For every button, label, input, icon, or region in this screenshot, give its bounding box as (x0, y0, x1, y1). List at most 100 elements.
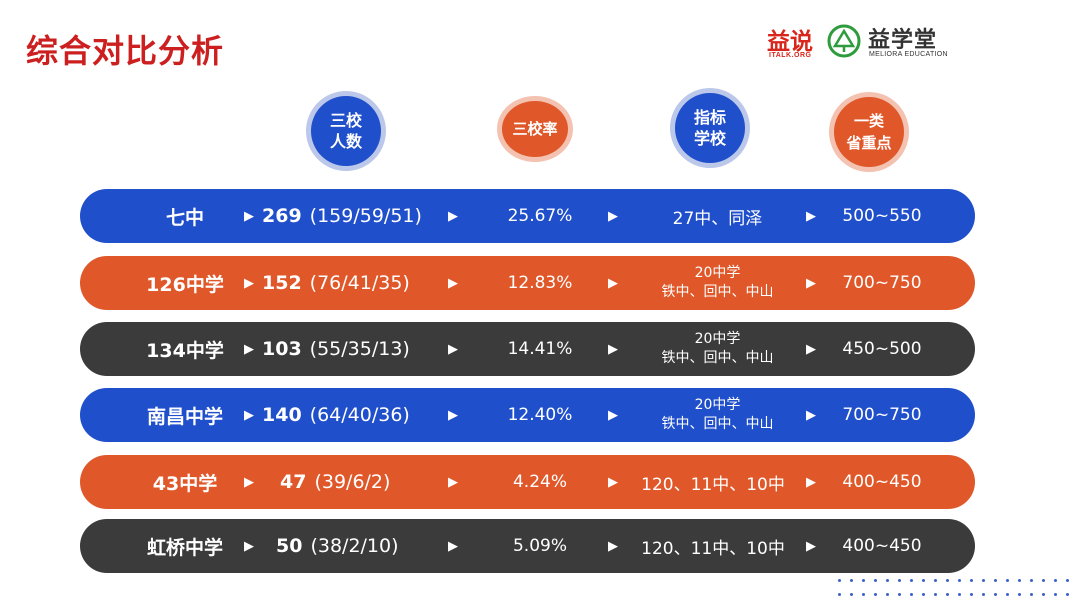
decorative-dot (874, 579, 877, 582)
decorative-dot (898, 579, 901, 582)
decorative-dot (862, 579, 865, 582)
decorative-dot (922, 579, 925, 582)
admission-rate: 14.41% (507, 339, 573, 359)
key-score: 700~750 (842, 405, 922, 425)
brand-logo: 益说 ITALK.ORG 益学堂 MELIORA EDUCATION (765, 22, 955, 64)
arrow-icon: ▶ (608, 474, 618, 490)
key-score: 400~450 (842, 536, 922, 556)
decorative-dot (1030, 593, 1033, 596)
decorative-dot (970, 579, 973, 582)
arrow-icon: ▶ (806, 275, 816, 291)
student-count: 140 (64/40/36) (262, 404, 410, 426)
quota-schools: 27中、同泽 (672, 208, 763, 229)
arrow-icon: ▶ (806, 407, 816, 423)
school-name: 南昌中学 (146, 405, 223, 428)
table-row: 134中学 ▶ 103 (55/35/13) ▶ 14.41% ▶ 20中学 铁中、… (80, 322, 975, 376)
decorative-dots (838, 579, 1078, 601)
admission-rate: 12.40% (507, 405, 573, 425)
student-count: 269 (159/59/51) (262, 205, 422, 227)
decorative-dot (1018, 579, 1021, 582)
decorative-dot (994, 579, 997, 582)
decorative-dot (994, 593, 997, 596)
arrow-icon: ▶ (806, 341, 816, 357)
decorative-dot (1066, 579, 1069, 582)
decorative-dot (862, 593, 865, 596)
arrow-icon: ▶ (448, 538, 458, 554)
decorative-dot (1054, 579, 1057, 582)
decorative-dot (850, 593, 853, 596)
key-score: 700~750 (842, 273, 922, 293)
key-score: 500~550 (842, 206, 922, 226)
decorative-dot (898, 593, 901, 596)
decorative-dot (922, 593, 925, 596)
meliora-logo-icon (827, 24, 861, 58)
admission-rate: 12.83% (507, 273, 573, 293)
logo-italk-url: ITALK.ORG (769, 52, 812, 59)
decorative-dot (970, 593, 973, 596)
decorative-dot (958, 579, 961, 582)
school-name: 七中 (165, 206, 204, 229)
arrow-icon: ▶ (806, 538, 816, 554)
decorative-dot (1018, 593, 1021, 596)
header-admission-rate: 三校率 (502, 101, 568, 157)
admission-rate: 5.09% (512, 536, 567, 556)
arrow-icon: ▶ (608, 538, 618, 554)
arrow-icon: ▶ (244, 538, 254, 554)
student-count: 152 (76/41/35) (262, 272, 410, 294)
table-row: 126中学 ▶ 152 (76/41/35) ▶ 12.83% ▶ 20中学 铁中、… (80, 256, 975, 310)
student-count: 103 (55/35/13) (262, 338, 410, 360)
logo-meliora-en: MELIORA EDUCATION (869, 51, 948, 58)
key-score: 450~500 (842, 339, 922, 359)
decorative-dot (838, 579, 841, 582)
decorative-dot (1006, 579, 1009, 582)
decorative-dot (934, 593, 937, 596)
quota-schools: 20中学 铁中、回中、中山 (661, 331, 774, 366)
table-row: 虹桥中学 ▶ 50 (38/2/10) ▶ 5.09% ▶ 120、11中、10中… (80, 519, 975, 573)
decorative-dot (946, 593, 949, 596)
arrow-icon: ▶ (608, 407, 618, 423)
decorative-dot (1006, 593, 1009, 596)
logo-italk-text: 益说 (767, 29, 813, 55)
arrow-icon: ▶ (244, 208, 254, 224)
decorative-dot (886, 593, 889, 596)
decorative-dot (958, 593, 961, 596)
quota-schools: 120、11中、10中 (641, 474, 785, 495)
student-count: 50 (38/2/10) (276, 535, 399, 557)
header-key-score: 一类 省重点 (834, 97, 904, 167)
table-row: 43中学 ▶ 47 (39/6/2) ▶ 4.24% ▶ 120、11中、10中 … (80, 455, 975, 509)
arrow-icon: ▶ (244, 407, 254, 423)
arrow-icon: ▶ (448, 474, 458, 490)
decorative-dot (1066, 593, 1069, 596)
arrow-icon: ▶ (244, 341, 254, 357)
decorative-dot (850, 579, 853, 582)
admission-rate: 25.67% (507, 206, 573, 226)
decorative-dot (982, 593, 985, 596)
arrow-icon: ▶ (448, 275, 458, 291)
header-quota-schools: 指标 学校 (675, 93, 745, 163)
decorative-dot (946, 579, 949, 582)
arrow-icon: ▶ (608, 341, 618, 357)
arrow-icon: ▶ (448, 341, 458, 357)
table-row: 南昌中学 ▶ 140 (64/40/36) ▶ 12.40% ▶ 20中学 铁中、回… (80, 388, 975, 442)
quota-schools: 120、11中、10中 (641, 538, 785, 559)
key-score: 400~450 (842, 472, 922, 492)
decorative-dot (1054, 593, 1057, 596)
quota-schools: 20中学 铁中、回中、中山 (661, 265, 774, 300)
decorative-dot (1030, 579, 1033, 582)
arrow-icon: ▶ (608, 275, 618, 291)
decorative-dot (874, 593, 877, 596)
table-row: 七中 ▶ 269 (159/59/51) ▶ 25.67% ▶ 27中、同泽 ▶ … (80, 189, 975, 243)
admission-rate: 4.24% (512, 472, 567, 492)
student-count: 47 (39/6/2) (280, 471, 391, 493)
arrow-icon: ▶ (244, 474, 254, 490)
logo-meliora-cn: 益学堂 (868, 28, 938, 53)
arrow-icon: ▶ (244, 275, 254, 291)
decorative-dot (910, 579, 913, 582)
decorative-dot (1042, 593, 1045, 596)
decorative-dot (838, 593, 841, 596)
decorative-dot (886, 579, 889, 582)
arrow-icon: ▶ (448, 407, 458, 423)
decorative-dot (982, 579, 985, 582)
arrow-icon: ▶ (806, 474, 816, 490)
school-name: 134中学 (146, 339, 224, 362)
